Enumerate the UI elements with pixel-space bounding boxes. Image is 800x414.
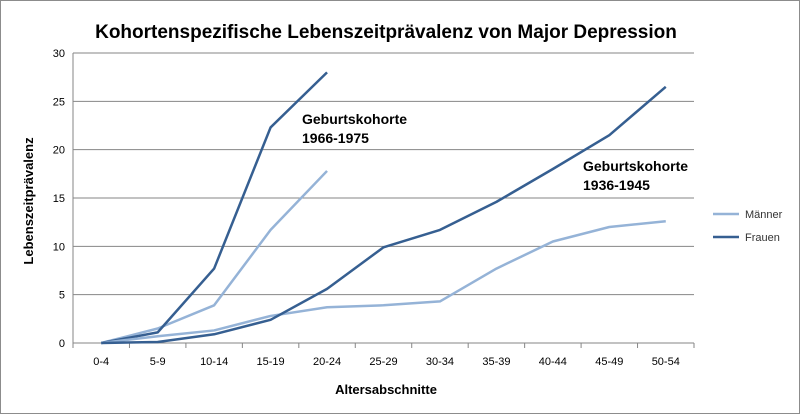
y-tick-label: 5	[59, 290, 65, 302]
x-tick-label: 25-29	[369, 356, 397, 368]
y-tick-label: 30	[53, 48, 65, 60]
x-tick-label: 40-44	[539, 356, 567, 368]
x-tick-label: 10-14	[200, 356, 228, 368]
series-line-mnner-1966-1975	[100, 170, 328, 345]
x-tick-label: 5-9	[150, 356, 166, 368]
series-line-frauen-1966-1975	[100, 71, 328, 345]
chart-title: Kohortenspezifische Lebenszeitprävalenz …	[95, 22, 677, 43]
x-tick-label: 35-39	[482, 356, 510, 368]
x-tick-label: 15-19	[257, 356, 285, 368]
x-tick-label: 0-4	[93, 356, 109, 368]
series-lines	[100, 71, 667, 345]
y-tick-label: 0	[59, 338, 65, 350]
y-tick-label: 20	[53, 145, 65, 157]
legend-label: Frauen	[745, 232, 780, 244]
annotation-cohort-label: Geburtskohorte	[302, 111, 407, 127]
legend: Männer Frauen	[713, 209, 783, 244]
annotation-cohort-years: 1966-1975	[302, 130, 369, 146]
axes: 0 5 10 15 20 25 30 0-4 5-9 10-14 15-19 20-24 25-29 30…	[53, 48, 695, 368]
x-tick-label: 45-49	[595, 356, 623, 368]
y-axis-title: Lebenszeitprävalenz	[21, 137, 36, 265]
x-axis-title: Altersabschnitte	[335, 382, 437, 397]
legend-label: Männer	[745, 209, 783, 221]
gridlines	[73, 52, 694, 296]
series-line-mnner-1936-1945	[101, 219, 666, 345]
y-tick-label: 25	[53, 96, 65, 108]
series-line-frauen-1936-1945	[101, 85, 667, 345]
annotations: Geburtskohorte 1966-1975 Geburtskohorte 193…	[302, 111, 688, 193]
y-tick-label: 10	[53, 241, 65, 253]
x-tick-label: 20-24	[313, 356, 341, 368]
annotation-cohort-years: 1936-1945	[583, 177, 650, 193]
x-tick-label: 50-54	[652, 356, 680, 368]
annotation-cohort-label: Geburtskohorte	[583, 158, 688, 174]
x-tick-label: 30-34	[426, 356, 454, 368]
y-tick-label: 15	[53, 193, 65, 205]
